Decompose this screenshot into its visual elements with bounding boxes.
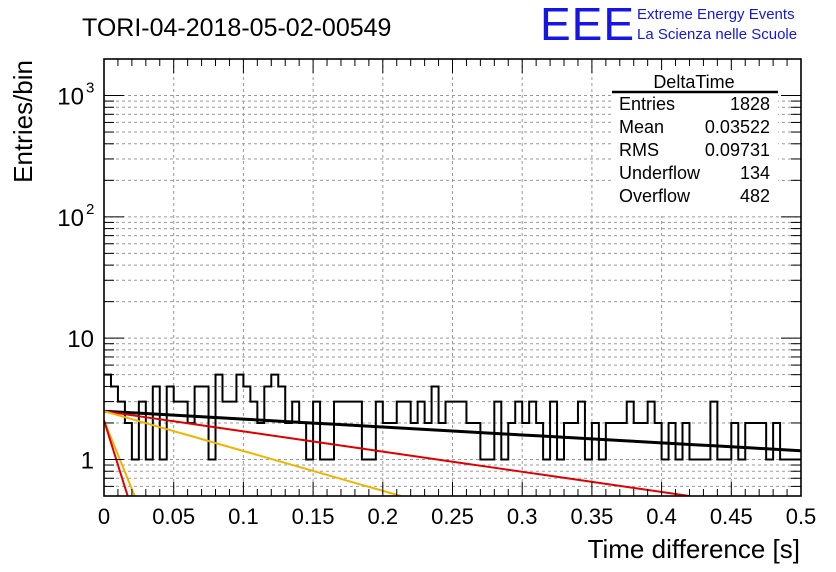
x-tick-label: 0.4 bbox=[646, 504, 677, 529]
y-tick-label: 1 bbox=[81, 447, 94, 474]
histogram-bin bbox=[376, 402, 383, 496]
histogram-outline bbox=[104, 373, 801, 461]
histogram-bin bbox=[264, 386, 271, 496]
histogram-bin bbox=[334, 402, 341, 496]
histogram-bin bbox=[453, 402, 460, 496]
histogram-bin bbox=[243, 386, 250, 496]
stats-title: DeltaTime bbox=[653, 72, 734, 92]
histogram-bin bbox=[627, 402, 634, 496]
histogram-bin bbox=[278, 386, 285, 496]
stats-label-entries: Entries bbox=[619, 94, 675, 114]
y-axis-label: Entries/bin bbox=[8, 60, 38, 183]
fit-curve-1 bbox=[104, 410, 690, 496]
histogram-bin bbox=[341, 402, 348, 496]
histogram-bin bbox=[292, 402, 299, 496]
x-tick-label: 0.35 bbox=[570, 504, 613, 529]
logo-letters: EEE bbox=[540, 0, 635, 50]
y-tick-label: 10 bbox=[57, 205, 84, 232]
stats-value-underflow: 134 bbox=[740, 163, 770, 183]
histogram-bin bbox=[494, 402, 501, 496]
stats-label-mean: Mean bbox=[619, 117, 664, 137]
histogram-bin bbox=[418, 402, 425, 496]
stats-value-rms: 0.09731 bbox=[705, 140, 770, 160]
fit-curves bbox=[104, 409, 801, 496]
x-tick-label: 0.3 bbox=[507, 504, 538, 529]
histogram-bin bbox=[446, 402, 453, 496]
stats-label-overflow: Overflow bbox=[619, 186, 691, 206]
stats-value-entries: 1828 bbox=[730, 94, 770, 114]
x-tick-labels: 0 0.05 0.1 0.15 0.2 0.25 0.3 0.35 0.4 0.45 0.5 bbox=[98, 504, 816, 529]
x-tick-label: 0 bbox=[98, 504, 110, 529]
histogram-bin bbox=[432, 386, 439, 496]
histogram-bin bbox=[397, 402, 404, 496]
histogram-bin bbox=[313, 402, 320, 496]
histogram-bin bbox=[710, 402, 717, 496]
histogram bbox=[104, 373, 801, 496]
histogram-bin bbox=[167, 386, 174, 496]
histogram-bin bbox=[578, 402, 585, 496]
x-tick-label: 0.25 bbox=[431, 504, 474, 529]
x-axis-label: Time difference [s] bbox=[588, 534, 800, 564]
stats-value-mean: 0.03522 bbox=[705, 117, 770, 137]
x-tick-label: 0.05 bbox=[152, 504, 195, 529]
x-tick-label: 0.5 bbox=[786, 504, 817, 529]
x-tick-label: 0.2 bbox=[368, 504, 399, 529]
histogram-bin bbox=[550, 402, 557, 496]
axis-ticks bbox=[103, 58, 802, 497]
x-tick-label: 0.1 bbox=[228, 504, 259, 529]
fit-curve-3 bbox=[104, 420, 136, 496]
stats-value-overflow: 482 bbox=[740, 186, 770, 206]
logo-line-1: Extreme Energy Events bbox=[637, 6, 795, 23]
histogram-bin bbox=[529, 402, 536, 496]
x-tick-label: 0.15 bbox=[292, 504, 335, 529]
histogram-bin bbox=[459, 402, 466, 496]
histogram-bin bbox=[648, 402, 655, 496]
stats-box-background bbox=[612, 70, 778, 216]
stats-label-rms: RMS bbox=[619, 140, 659, 160]
histogram-bin bbox=[404, 402, 411, 496]
fit-curve-4 bbox=[104, 420, 129, 496]
histogram-bin bbox=[250, 402, 257, 496]
y-tick-label: 10 bbox=[67, 326, 94, 353]
histogram-bin bbox=[153, 386, 160, 496]
y-tick-exponent: 3 bbox=[86, 80, 94, 97]
histogram-bin bbox=[222, 402, 229, 496]
y-tick-label: 10 bbox=[57, 84, 84, 111]
fit-curve-2 bbox=[104, 410, 402, 496]
histogram-bin bbox=[195, 386, 202, 496]
logo-line-2: La Scienza nelle Scuole bbox=[637, 26, 797, 43]
y-tick-exponent: 2 bbox=[86, 201, 94, 218]
stats-label-underflow: Underflow bbox=[619, 163, 701, 183]
fit-curve-0 bbox=[104, 409, 801, 453]
stats-box: DeltaTime Entries 1828 Mean 0.03522 RMS 0.097… bbox=[612, 70, 778, 216]
histogram-bin bbox=[515, 402, 522, 496]
eee-logo: EEE Extreme Energy Events La Scienza nel… bbox=[540, 0, 797, 50]
run-title: TORI-04-2018-05-02-00549 bbox=[82, 14, 391, 42]
x-tick-label: 0.45 bbox=[710, 504, 753, 529]
